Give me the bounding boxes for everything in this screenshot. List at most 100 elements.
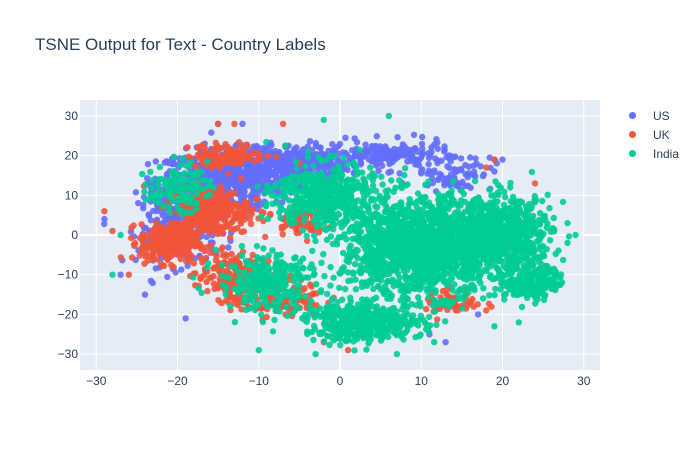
point-uk [216, 229, 223, 237]
point-india [491, 252, 498, 259]
point-uk [130, 222, 137, 229]
point-india [364, 243, 371, 250]
point-india [471, 225, 478, 232]
point-india [502, 194, 509, 201]
point-india [406, 196, 413, 203]
point-india [428, 207, 435, 215]
x-tick-label: 0 [337, 374, 344, 388]
point-india [394, 202, 401, 209]
point-uk [210, 265, 217, 272]
point-india [512, 236, 519, 243]
point-us [404, 158, 411, 165]
point-uk [491, 156, 498, 163]
point-india [535, 216, 543, 224]
x-tick-label: 30 [577, 374, 591, 388]
point-us [257, 162, 265, 169]
point-uk [159, 250, 166, 257]
point-india [391, 244, 398, 252]
point-us [152, 158, 159, 165]
point-us [391, 156, 399, 163]
point-uk [183, 251, 190, 258]
point-india [455, 212, 462, 219]
point-uk [152, 223, 159, 231]
point-uk [237, 159, 244, 166]
point-us [310, 152, 317, 159]
point-india [345, 258, 353, 266]
point-uk [255, 156, 262, 164]
point-india [459, 267, 466, 274]
point-uk [149, 252, 157, 260]
point-us [384, 147, 392, 154]
point-uk [218, 246, 225, 253]
point-us [163, 170, 171, 178]
point-india [443, 226, 450, 233]
point-india [401, 246, 408, 253]
point-india [318, 259, 325, 266]
point-uk [177, 255, 184, 263]
point-uk [231, 211, 239, 218]
point-us [145, 211, 152, 218]
point-us [325, 147, 332, 155]
point-uk [201, 221, 208, 228]
point-us [178, 266, 185, 273]
point-india [418, 232, 426, 240]
point-uk [154, 229, 161, 236]
point-india [309, 247, 316, 255]
point-uk [194, 240, 202, 247]
point-uk [198, 215, 205, 222]
point-us [263, 168, 270, 175]
point-us [383, 152, 391, 159]
point-india [376, 243, 383, 250]
point-us [378, 146, 386, 153]
point-india [401, 165, 409, 172]
point-us [414, 148, 421, 156]
point-india [448, 299, 456, 306]
y-tick-label: 30 [65, 109, 79, 123]
point-india [341, 231, 348, 238]
point-india [431, 240, 438, 248]
y-tick-label: −10 [58, 268, 79, 282]
point-us [434, 157, 441, 164]
point-us [184, 262, 191, 269]
point-us [467, 154, 474, 161]
point-us [247, 193, 254, 200]
point-india [447, 255, 455, 262]
point-india [467, 252, 474, 260]
point-uk [158, 240, 165, 248]
point-uk [210, 198, 218, 205]
point-india [431, 263, 439, 270]
point-us [362, 141, 369, 148]
point-india [547, 237, 554, 244]
point-us [372, 155, 379, 162]
point-india [493, 211, 500, 218]
point-uk [187, 229, 195, 236]
point-india [458, 236, 465, 244]
point-uk [109, 227, 116, 235]
point-us [470, 171, 477, 179]
point-uk [216, 183, 224, 190]
point-us [415, 157, 423, 164]
point-us [147, 217, 155, 224]
point-uk [221, 214, 228, 222]
point-us [442, 339, 449, 346]
point-india [417, 263, 425, 270]
point-uk [218, 299, 225, 307]
point-india [484, 261, 491, 268]
point-india [453, 263, 460, 271]
point-us [410, 156, 417, 163]
point-india [449, 287, 456, 294]
point-us [225, 166, 232, 173]
point-india [336, 284, 343, 291]
point-india [515, 207, 522, 214]
point-uk [439, 287, 447, 295]
point-india [450, 177, 457, 185]
point-india [320, 251, 327, 258]
point-uk [139, 243, 147, 250]
point-india [396, 177, 403, 184]
point-us [144, 160, 152, 168]
point-india [546, 204, 553, 212]
point-uk [531, 180, 539, 187]
point-us [150, 207, 157, 215]
point-india [507, 198, 514, 205]
y-tick-label: 20 [65, 149, 79, 163]
